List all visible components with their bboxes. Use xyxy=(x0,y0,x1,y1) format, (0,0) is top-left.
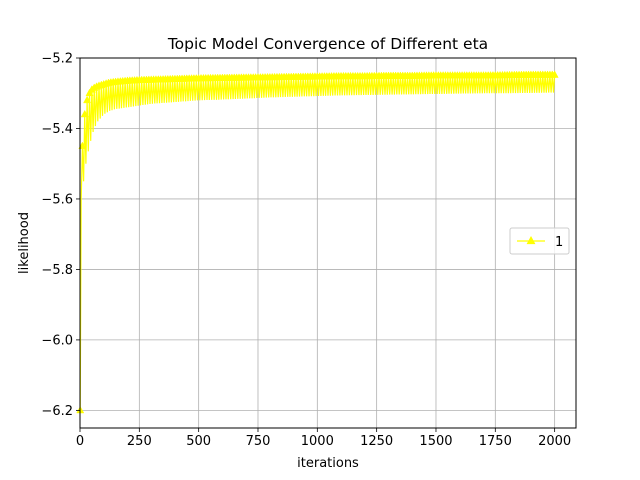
data-point xyxy=(83,95,92,104)
legend-marker-triangle-icon xyxy=(526,235,536,245)
y-tick-label: −5.6 xyxy=(41,192,73,207)
ticks: 0 250 500 750 1000 1250 1500 1750 2000 −6.2 −6.0 −5… xyxy=(41,52,571,450)
legend: 1 xyxy=(509,227,570,255)
x-tick-label: 1250 xyxy=(360,434,393,449)
y-tick-label: −5.8 xyxy=(41,263,73,278)
x-tick-label: 1500 xyxy=(419,434,452,449)
y-axis-label: likelihood xyxy=(17,212,32,274)
x-tick-label: 1750 xyxy=(479,434,512,449)
x-tick-label: 2000 xyxy=(538,434,571,449)
y-tick-label: −5.2 xyxy=(41,52,73,67)
x-tick-label: 0 xyxy=(76,434,84,449)
chart-title: Topic Model Convergence of Different eta xyxy=(167,35,488,53)
legend-label: 1 xyxy=(555,235,563,250)
x-tick-label: 1000 xyxy=(301,434,334,449)
x-tick-label: 250 xyxy=(127,434,152,449)
plot-area xyxy=(76,70,559,414)
y-tick-label: −5.4 xyxy=(41,122,73,137)
x-axis-label: iterations xyxy=(297,456,359,471)
x-tick-label: 500 xyxy=(186,434,211,449)
data-point xyxy=(550,70,559,78)
data-point xyxy=(80,109,89,118)
x-tick-label: 750 xyxy=(246,434,271,449)
y-tick-label: −6.0 xyxy=(41,333,73,348)
axes-frame xyxy=(79,57,577,429)
data-point xyxy=(78,141,87,149)
y-tick-label: −6.2 xyxy=(41,404,73,419)
